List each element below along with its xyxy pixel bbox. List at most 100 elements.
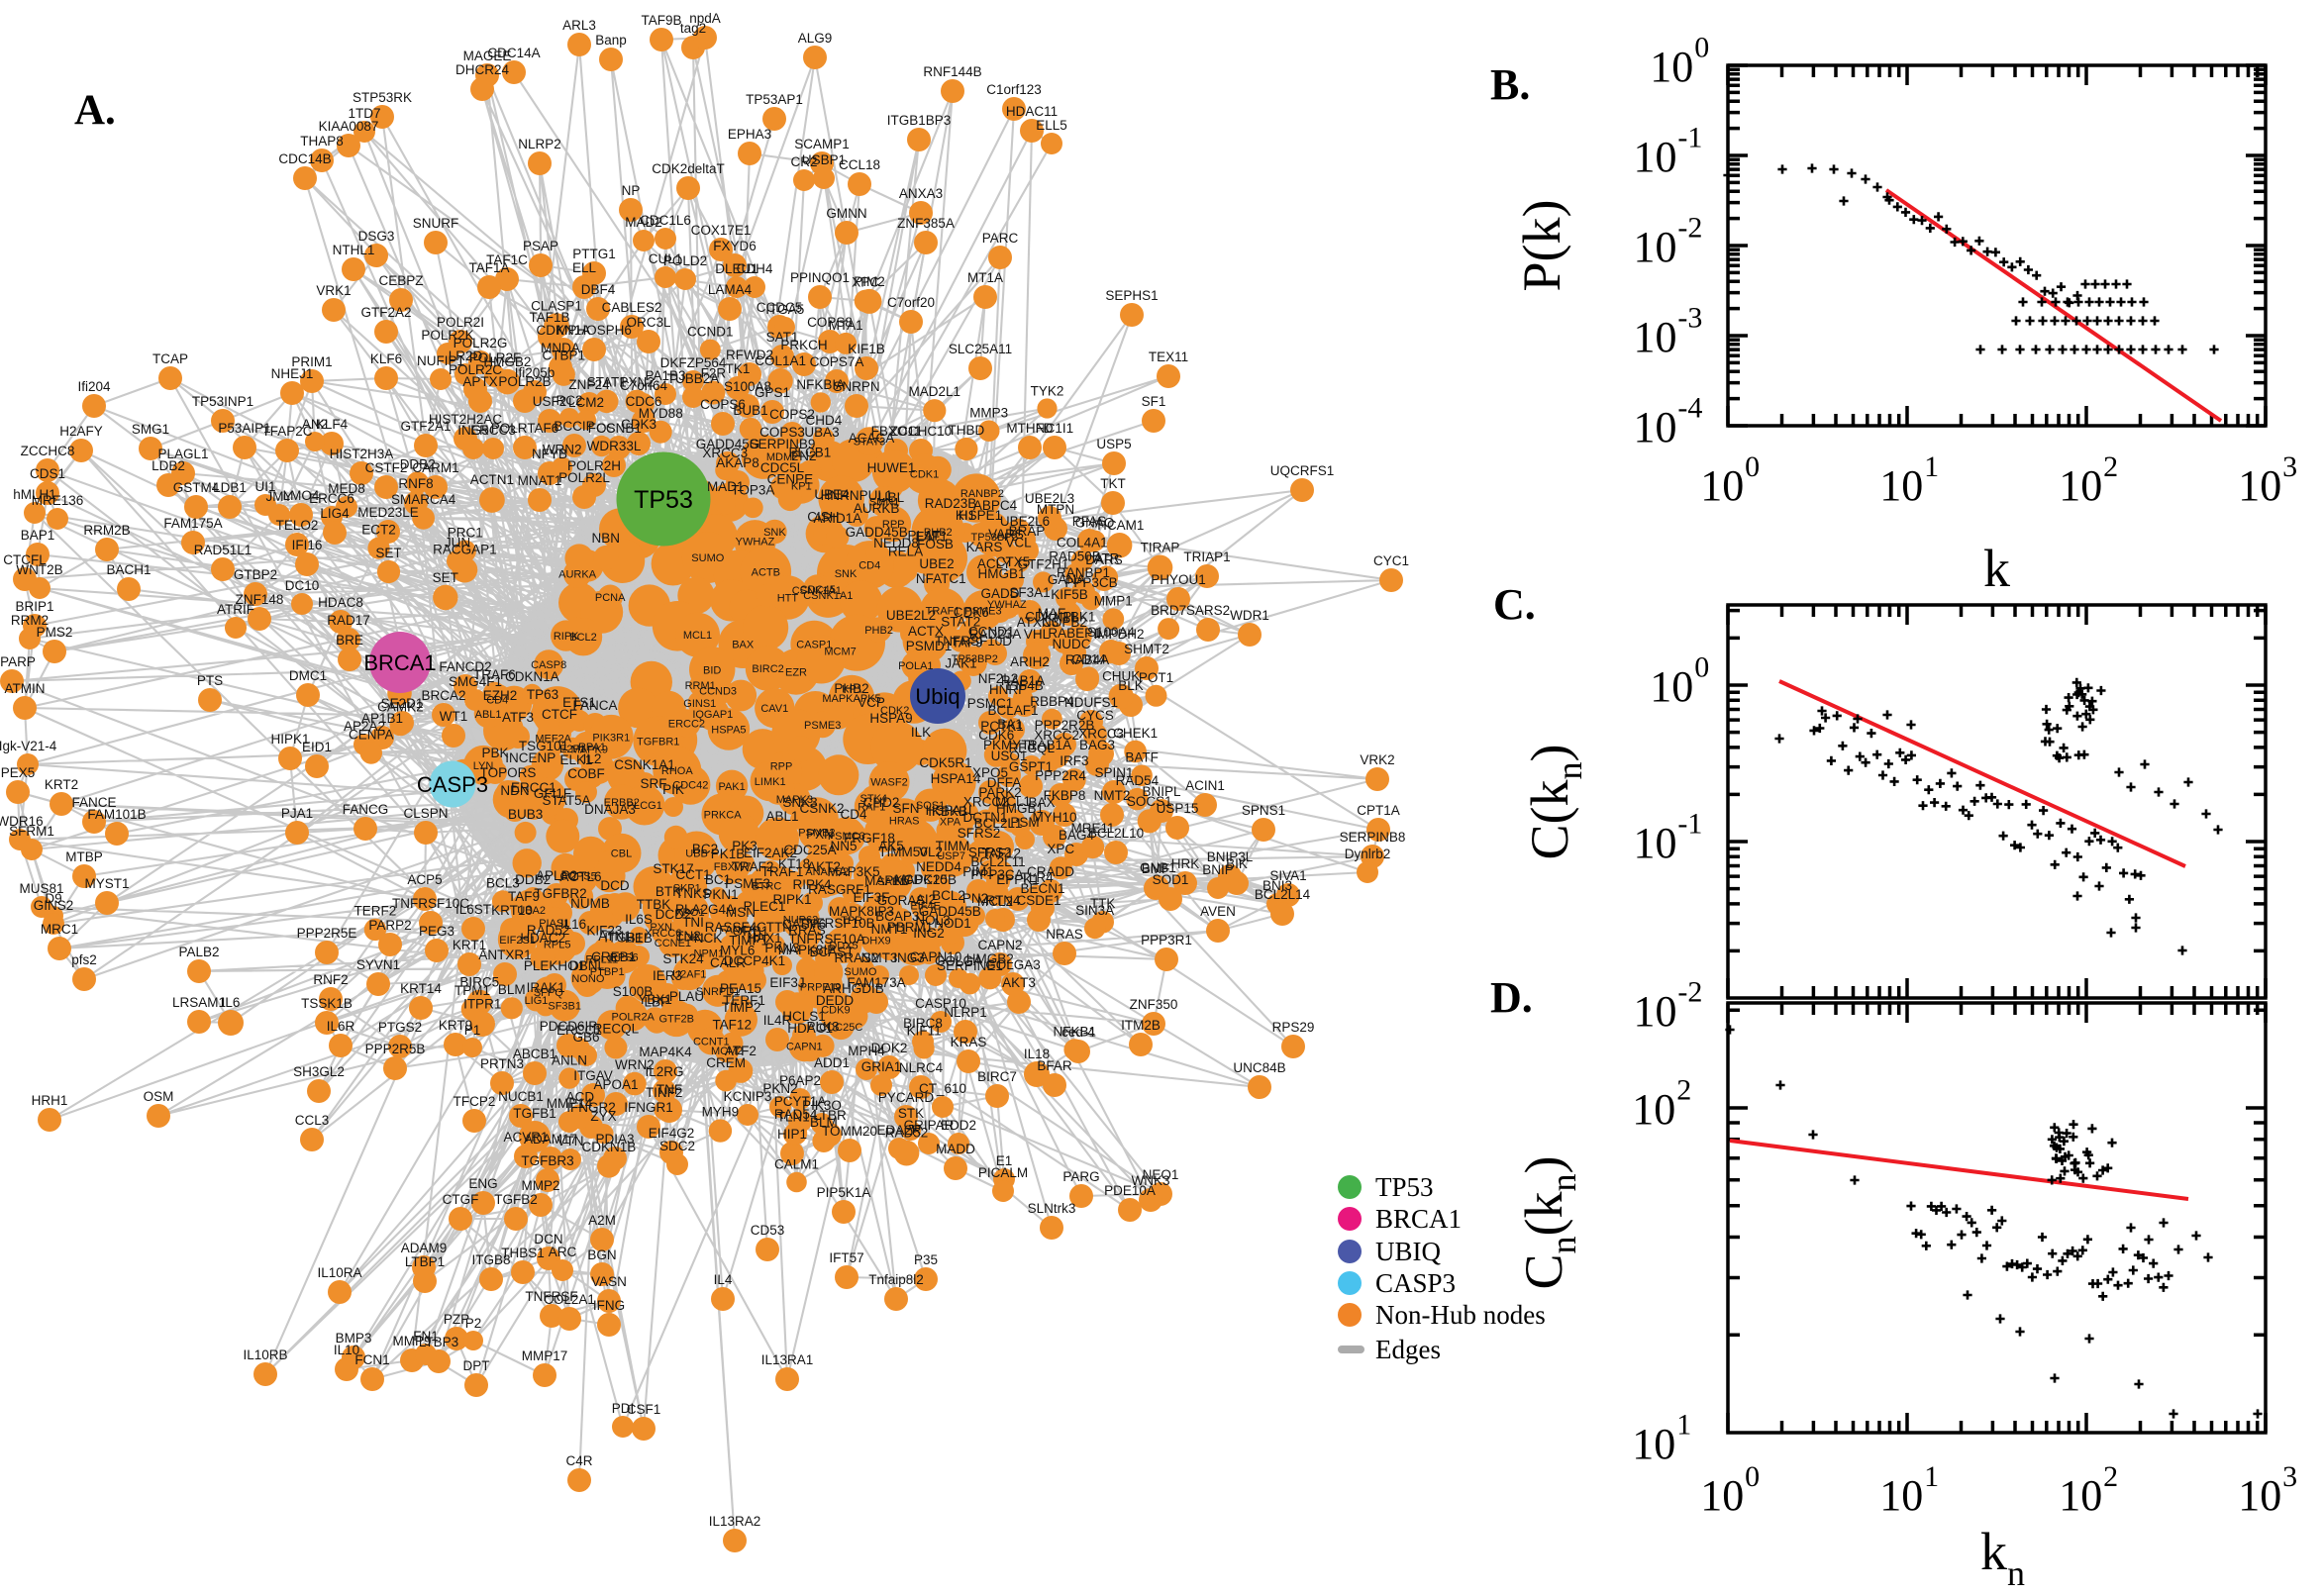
svg-text:PSM: PSM — [1010, 815, 1039, 830]
svg-text:EPPK1: EPPK1 — [996, 872, 1040, 887]
svg-text:MAPK5: MAPK5 — [864, 873, 910, 888]
svg-text:PDI: PDI — [612, 1401, 635, 1416]
svg-text:CLSPN: CLSPN — [403, 806, 448, 821]
svg-text:CAPN10: CAPN10 — [910, 949, 962, 964]
svg-text:DDX5: DDX5 — [829, 940, 858, 951]
svg-text:1: 1 — [1924, 450, 1939, 483]
svg-text:PRTN3: PRTN3 — [480, 1056, 524, 1071]
svg-text:SET: SET — [433, 570, 458, 585]
svg-text:MTA1: MTA1 — [829, 318, 863, 333]
svg-text:KRT9: KRT9 — [439, 1018, 472, 1033]
svg-text:PLAU: PLAU — [669, 989, 704, 1004]
svg-text:10: 10 — [1650, 662, 1693, 711]
svg-text:TPR: TPR — [841, 915, 862, 927]
svg-text:UBA3: UBA3 — [804, 425, 839, 440]
svg-text:WDR16: WDR16 — [0, 814, 44, 829]
svg-text:FANCE: FANCE — [71, 795, 116, 810]
svg-text:UI1: UI1 — [254, 479, 275, 494]
svg-text:FKBP8: FKBP8 — [1044, 788, 1086, 803]
svg-text:CTCF: CTCF — [542, 707, 577, 722]
svg-text:0: 0 — [1694, 651, 1709, 684]
svg-text:IRF3: IRF3 — [1060, 753, 1088, 768]
svg-text:IL2RG: IL2RG — [645, 1064, 683, 1079]
svg-text:BUB3: BUB3 — [508, 807, 543, 822]
svg-text:S100A4: S100A4 — [1087, 625, 1136, 640]
svg-text:CASP10: CASP10 — [915, 996, 966, 1011]
svg-text:GTF2A2: GTF2A2 — [360, 305, 411, 320]
svg-text:HSPA9: HSPA9 — [869, 711, 912, 726]
svg-text:WT1: WT1 — [440, 709, 468, 724]
svg-text:GNB1: GNB1 — [1140, 860, 1176, 875]
svg-text:VL2: VL2 — [919, 845, 943, 859]
svg-text:OSM: OSM — [144, 1089, 174, 1104]
svg-text:PTGS2: PTGS2 — [378, 1020, 422, 1035]
svg-text:Ifi205b: Ifi205b — [515, 365, 556, 380]
svg-text:CUL1: CUL1 — [649, 251, 683, 266]
svg-text:THBS1: THBS1 — [501, 1246, 545, 1260]
svg-text:LIMK1: LIMK1 — [755, 776, 786, 788]
svg-text:HNRP: HNRP — [989, 682, 1027, 697]
svg-text:EIF4E: EIF4E — [910, 900, 941, 912]
svg-text:RFWD2: RFWD2 — [726, 348, 773, 362]
svg-text:PK3: PK3 — [732, 839, 758, 853]
svg-text:IL10: IL10 — [334, 1343, 359, 1357]
svg-text:CDK3: CDK3 — [621, 417, 656, 432]
svg-text:PPP2R5B: PPP2R5B — [365, 1042, 426, 1056]
svg-text:ACP5: ACP5 — [407, 872, 442, 887]
svg-text:PPP2R2B: PPP2R2B — [1035, 718, 1095, 733]
svg-text:CTGF: CTGF — [443, 1192, 479, 1207]
svg-text:IFNGR2: IFNGR2 — [566, 1100, 616, 1115]
svg-text:BTRC: BTRC — [752, 881, 781, 893]
svg-text:EPHA3: EPHA3 — [728, 127, 771, 142]
svg-text:STAT1: STAT1 — [587, 375, 627, 390]
svg-text:RRM1: RRM1 — [685, 680, 716, 692]
svg-text:GTBP2: GTBP2 — [234, 567, 277, 582]
svg-text:ITGA5: ITGA5 — [765, 302, 804, 317]
svg-text:GTF2H1: GTF2H1 — [1018, 556, 1069, 571]
svg-text:KRAS: KRAS — [951, 1035, 987, 1049]
svg-text:PRKCA: PRKCA — [704, 809, 743, 821]
svg-text:10: 10 — [1700, 1471, 1744, 1520]
svg-text:MAGEE: MAGEE — [463, 49, 512, 63]
svg-text:UBE2L6: UBE2L6 — [1000, 514, 1050, 529]
svg-text:SOS1: SOS1 — [916, 800, 945, 812]
svg-text:ENG: ENG — [468, 1176, 497, 1191]
svg-text:IL18: IL18 — [1024, 1047, 1050, 1061]
svg-text:TAF9: TAF9 — [952, 635, 983, 649]
svg-text:NUMB: NUMB — [570, 896, 610, 911]
svg-text:AP1B1: AP1B1 — [361, 711, 403, 726]
svg-text:BACH1: BACH1 — [106, 562, 151, 577]
svg-text:LRSAM1: LRSAM1 — [172, 995, 226, 1010]
svg-text:MAPK10: MAPK10 — [894, 872, 947, 887]
svg-text:SMN1: SMN1 — [869, 497, 900, 509]
svg-text:ACTL6: ACTL6 — [559, 869, 601, 884]
svg-text:ARL3: ARL3 — [562, 18, 596, 33]
svg-text:ACTN1: ACTN1 — [470, 472, 514, 487]
svg-text:TIMM50: TIMM50 — [878, 845, 928, 859]
svg-text:RIPK1: RIPK1 — [772, 892, 811, 907]
svg-text:POLR2G: POLR2G — [454, 336, 508, 350]
svg-text:D.: D. — [1490, 973, 1533, 1022]
svg-text:CARM1: CARM1 — [412, 460, 458, 475]
svg-text:TNF: TNF — [656, 1082, 682, 1097]
svg-text:PIK3O: PIK3O — [802, 1098, 842, 1113]
svg-text:Edges: Edges — [1375, 1335, 1441, 1364]
svg-text:RRAS: RRAS — [788, 923, 826, 938]
svg-text:EDA2R: EDA2R — [876, 1123, 921, 1138]
svg-text:BAG4: BAG4 — [1059, 828, 1095, 843]
svg-text:NEO1: NEO1 — [1143, 1167, 1179, 1182]
svg-text:FAM175A: FAM175A — [163, 516, 222, 531]
svg-text:ARC: ARC — [549, 1245, 577, 1259]
svg-text:WDR33L: WDR33L — [587, 439, 642, 453]
svg-text:ITM2B: ITM2B — [1121, 1018, 1161, 1033]
svg-text:RAD52: RAD52 — [527, 923, 570, 938]
svg-text:10: 10 — [1879, 1471, 1923, 1520]
svg-text:P53AIP1: P53AIP1 — [218, 421, 270, 436]
svg-text:SARS2: SARS2 — [1186, 603, 1230, 618]
svg-text:CRADD: CRADD — [1027, 864, 1074, 879]
svg-text:TP53BP2: TP53BP2 — [971, 532, 1018, 544]
svg-text:CASP3: CASP3 — [1375, 1268, 1456, 1298]
svg-text:MMP1: MMP1 — [1094, 593, 1133, 608]
svg-text:KP1: KP1 — [791, 480, 812, 492]
svg-text:ARID1A: ARID1A — [814, 511, 862, 526]
